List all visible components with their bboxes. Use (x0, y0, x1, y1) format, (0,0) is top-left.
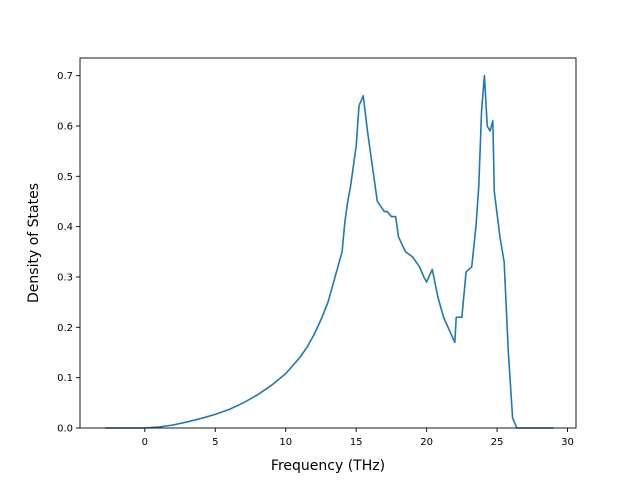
x-tick-label: 5 (212, 437, 218, 448)
x-axis-ticks: 0 5 10 15 20 25 30 (142, 428, 574, 448)
y-axis-ticks: 0.0 0.1 0.2 0.3 0.4 0.5 0.6 0.7 (57, 71, 80, 435)
x-tick-label: 25 (491, 437, 504, 448)
plot-background (80, 58, 576, 428)
dos-series-line (105, 74, 554, 429)
y-tick-label: 0.6 (57, 121, 73, 132)
y-tick-label: 0.0 (57, 424, 73, 435)
y-tick-label: 0.5 (57, 172, 73, 183)
x-tick-label: 0 (142, 437, 148, 448)
y-tick-label: 0.2 (57, 323, 73, 334)
y-tick-label: 0.4 (57, 222, 73, 233)
y-tick-label: 0.3 (57, 272, 73, 283)
x-tick-label: 10 (279, 437, 292, 448)
x-tick-label: 20 (420, 437, 433, 448)
x-tick-label: 30 (561, 437, 574, 448)
y-axis-label: Density of States (26, 183, 42, 303)
y-tick-label: 0.1 (57, 373, 73, 384)
x-axis-label: Frequency (THz) (271, 458, 385, 474)
plot-frame (79, 57, 577, 429)
x-tick-label: 15 (350, 437, 363, 448)
y-tick-label: 0.7 (57, 71, 73, 82)
